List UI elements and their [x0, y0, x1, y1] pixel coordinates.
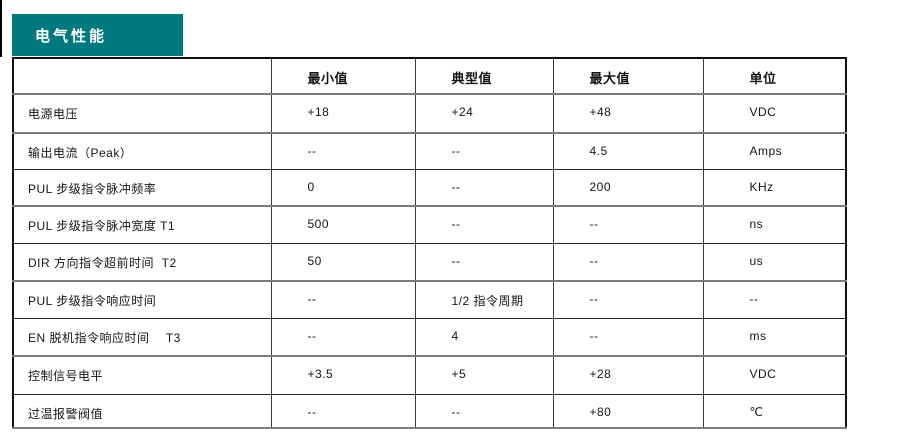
header-typical-value: 典型值: [414, 58, 554, 95]
unit-cell: KHz: [702, 169, 847, 207]
table-row: PUL 步级指令脉冲频率 0 -- 200 KHz: [12, 169, 847, 207]
unit-cell: ℃: [702, 394, 847, 429]
max-value-cell: --: [552, 206, 704, 244]
max-value-cell: +28: [552, 356, 704, 395]
typical-value-cell: --: [414, 169, 554, 207]
param-label-cell: EN 脱机指令响应时间 T3: [12, 318, 272, 357]
min-value-cell: --: [270, 394, 416, 429]
header-max-value: 最大值: [552, 58, 704, 95]
param-label-cell: 过温报警阀值: [12, 394, 272, 429]
max-value-cell: --: [552, 318, 704, 357]
min-value-cell: +18: [270, 94, 416, 134]
unit-cell: ms: [702, 318, 847, 357]
unit-cell: VDC: [702, 356, 847, 395]
min-value-cell: --: [270, 133, 416, 170]
table-row: DIR 方向指令超前时间 T2 50 -- -- us: [12, 243, 847, 282]
table-row: 过温报警阀值 -- -- +80 ℃: [12, 394, 847, 429]
electrical-spec-table: 最小值 典型值 最大值 单位 电源电压 +18 +24 +48 VDC 输出电流…: [12, 57, 847, 429]
section-title-electrical-performance: 电气性能: [12, 14, 183, 56]
max-value-cell: 200: [552, 169, 704, 207]
min-value-cell: 50: [270, 243, 416, 282]
param-label-cell: 输出电流（Peak）: [12, 133, 272, 170]
header-parameter: [12, 58, 272, 95]
param-label-cell: PUL 步级指令脉冲宽度 T1: [12, 206, 272, 244]
param-label-cell: PUL 步级指令响应时间: [12, 281, 272, 319]
table-row: 输出电流（Peak） -- -- 4.5 Amps: [12, 133, 847, 170]
min-value-cell: --: [270, 281, 416, 319]
param-label-cell: PUL 步级指令脉冲频率: [12, 169, 272, 207]
section-title-label: 电气性能: [35, 27, 108, 45]
max-value-cell: --: [552, 243, 704, 282]
max-value-cell: +48: [552, 94, 704, 134]
unit-cell: ns: [702, 206, 847, 244]
typical-value-cell: --: [414, 206, 554, 244]
min-value-cell: 500: [270, 206, 416, 244]
unit-cell: --: [702, 281, 847, 319]
unit-cell: VDC: [702, 94, 847, 134]
header-min-value: 最小值: [270, 58, 416, 95]
table-row: PUL 步级指令响应时间 -- 1/2 指令周期 -- --: [12, 281, 847, 319]
min-value-cell: +3.5: [270, 356, 416, 395]
min-value-cell: 0: [270, 169, 416, 207]
max-value-cell: --: [552, 281, 704, 319]
unit-cell: Amps: [702, 133, 847, 170]
typical-value-cell: --: [414, 394, 554, 429]
max-value-cell: 4.5: [552, 133, 704, 170]
typical-value-cell: --: [414, 133, 554, 170]
typical-value-cell: 4: [414, 318, 554, 357]
typical-value-cell: --: [414, 243, 554, 282]
table-row: EN 脱机指令响应时间 T3 -- 4 -- ms: [12, 318, 847, 357]
unit-cell: us: [702, 243, 847, 282]
table-row: 电源电压 +18 +24 +48 VDC: [12, 94, 847, 134]
page-edge-mark: [0, 0, 2, 57]
typical-value-cell: 1/2 指令周期: [414, 281, 554, 319]
header-unit: 单位: [702, 58, 847, 95]
min-value-cell: --: [270, 318, 416, 357]
table-row: PUL 步级指令脉冲宽度 T1 500 -- -- ns: [12, 206, 847, 244]
table-header-row: 最小值 典型值 最大值 单位: [12, 58, 847, 95]
max-value-cell: +80: [552, 394, 704, 429]
typical-value-cell: +24: [414, 94, 554, 134]
param-label-cell: DIR 方向指令超前时间 T2: [12, 243, 272, 282]
table-row: 控制信号电平 +3.5 +5 +28 VDC: [12, 356, 847, 395]
param-label-cell: 控制信号电平: [12, 356, 272, 395]
typical-value-cell: +5: [414, 356, 554, 395]
param-label-cell: 电源电压: [12, 94, 272, 134]
